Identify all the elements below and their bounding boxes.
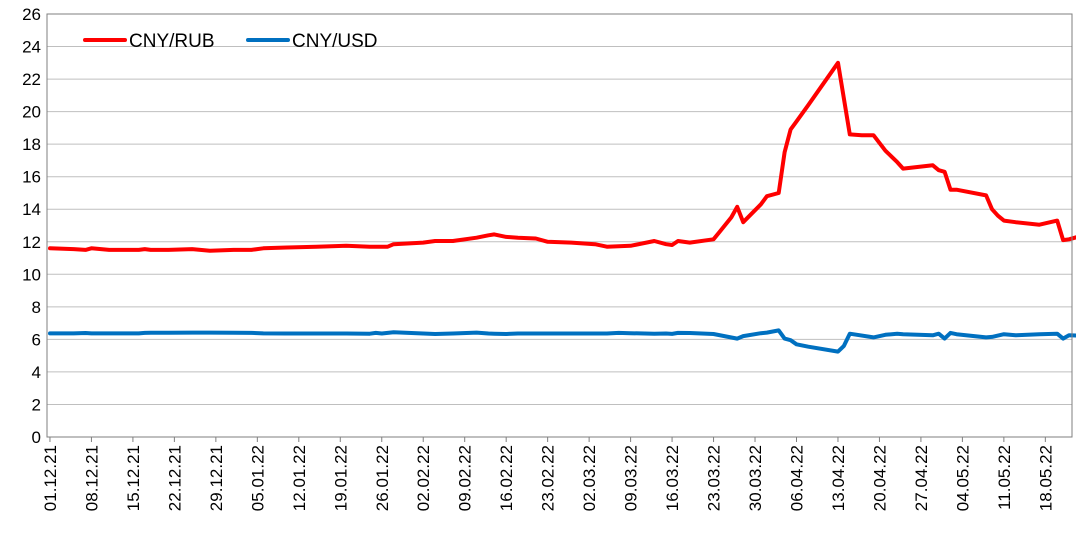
x-tick-label: 02.02.22	[414, 445, 433, 511]
x-tick-label: 11.05.22	[995, 445, 1014, 510]
y-tick-label: 24	[22, 38, 41, 57]
y-tick-label: 12	[22, 233, 41, 252]
y-tick-label: 4	[32, 363, 41, 382]
x-tick-label: 01.12.21	[41, 445, 60, 511]
y-tick-label: 26	[22, 5, 41, 24]
x-tick-label: 16.03.22	[663, 445, 682, 511]
legend: CNY/RUB CNY/USD	[83, 31, 378, 52]
y-tick-label: 6	[32, 330, 41, 349]
x-tick-label: 27.04.22	[912, 445, 931, 511]
series-line-cny-rub	[48, 60, 1076, 253]
plot-border	[46, 13, 1073, 438]
x-tick-label: 09.02.22	[456, 445, 475, 511]
x-tick-label: 02.03.22	[580, 445, 599, 511]
x-tick-label: 23.02.22	[539, 445, 558, 511]
y-tick-label: 14	[22, 200, 41, 219]
x-tick-label: 22.12.21	[165, 445, 184, 511]
x-tick-label: 05.01.22	[248, 445, 267, 511]
y-tick-label: 22	[22, 70, 41, 89]
x-tick-label: 18.05.22	[1036, 445, 1055, 511]
y-tick-label: 10	[22, 265, 41, 284]
legend-label: CNY/RUB	[129, 31, 215, 52]
x-tick-label: 20.04.22	[870, 445, 889, 511]
legend-label: CNY/USD	[292, 31, 378, 52]
x-tick-label: 19.01.22	[331, 445, 350, 511]
x-tick-label: 16.02.22	[497, 445, 516, 511]
x-tick-label: 30.03.22	[746, 445, 765, 511]
y-tick-label: 8	[32, 298, 41, 317]
x-tick-label: 04.05.22	[953, 445, 972, 511]
series-line-cny-usd	[48, 328, 1076, 354]
series-layer	[48, 60, 1076, 354]
x-tick-label: 26.01.22	[373, 445, 392, 511]
y-tick-label: 16	[22, 168, 41, 187]
plot-area	[47, 14, 1072, 437]
x-tick-label: 06.04.22	[787, 445, 806, 511]
y-tick-label: 18	[22, 135, 41, 154]
y-tick-label: 20	[22, 103, 41, 122]
y-tick-label: 2	[32, 395, 41, 414]
x-axis-tick-labels: 01.12.21 08.12.21 15.12.21 22.12.21 29.12.21…	[41, 437, 1055, 511]
x-tick-label: 15.12.21	[124, 445, 143, 511]
y-tick-label: 0	[32, 428, 41, 447]
x-tick-label: 08.12.21	[82, 445, 101, 511]
x-tick-label: 12.01.22	[290, 445, 309, 511]
x-tick-label: 13.04.22	[829, 445, 848, 511]
x-tick-label: 29.12.21	[207, 445, 226, 511]
x-tick-label: 23.03.22	[705, 445, 724, 511]
x-tick-label: 09.03.22	[622, 445, 641, 511]
